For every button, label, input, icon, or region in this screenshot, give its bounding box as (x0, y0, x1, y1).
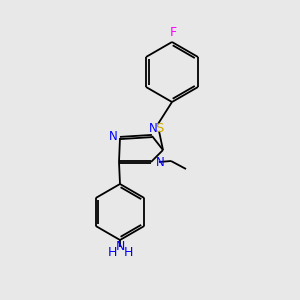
Text: S: S (155, 122, 163, 136)
Text: H: H (123, 247, 133, 260)
Text: N: N (109, 130, 117, 143)
Text: H: H (107, 247, 117, 260)
Text: N: N (115, 241, 125, 254)
Text: F: F (169, 26, 177, 40)
Text: N: N (148, 122, 158, 136)
Text: N: N (156, 157, 164, 169)
